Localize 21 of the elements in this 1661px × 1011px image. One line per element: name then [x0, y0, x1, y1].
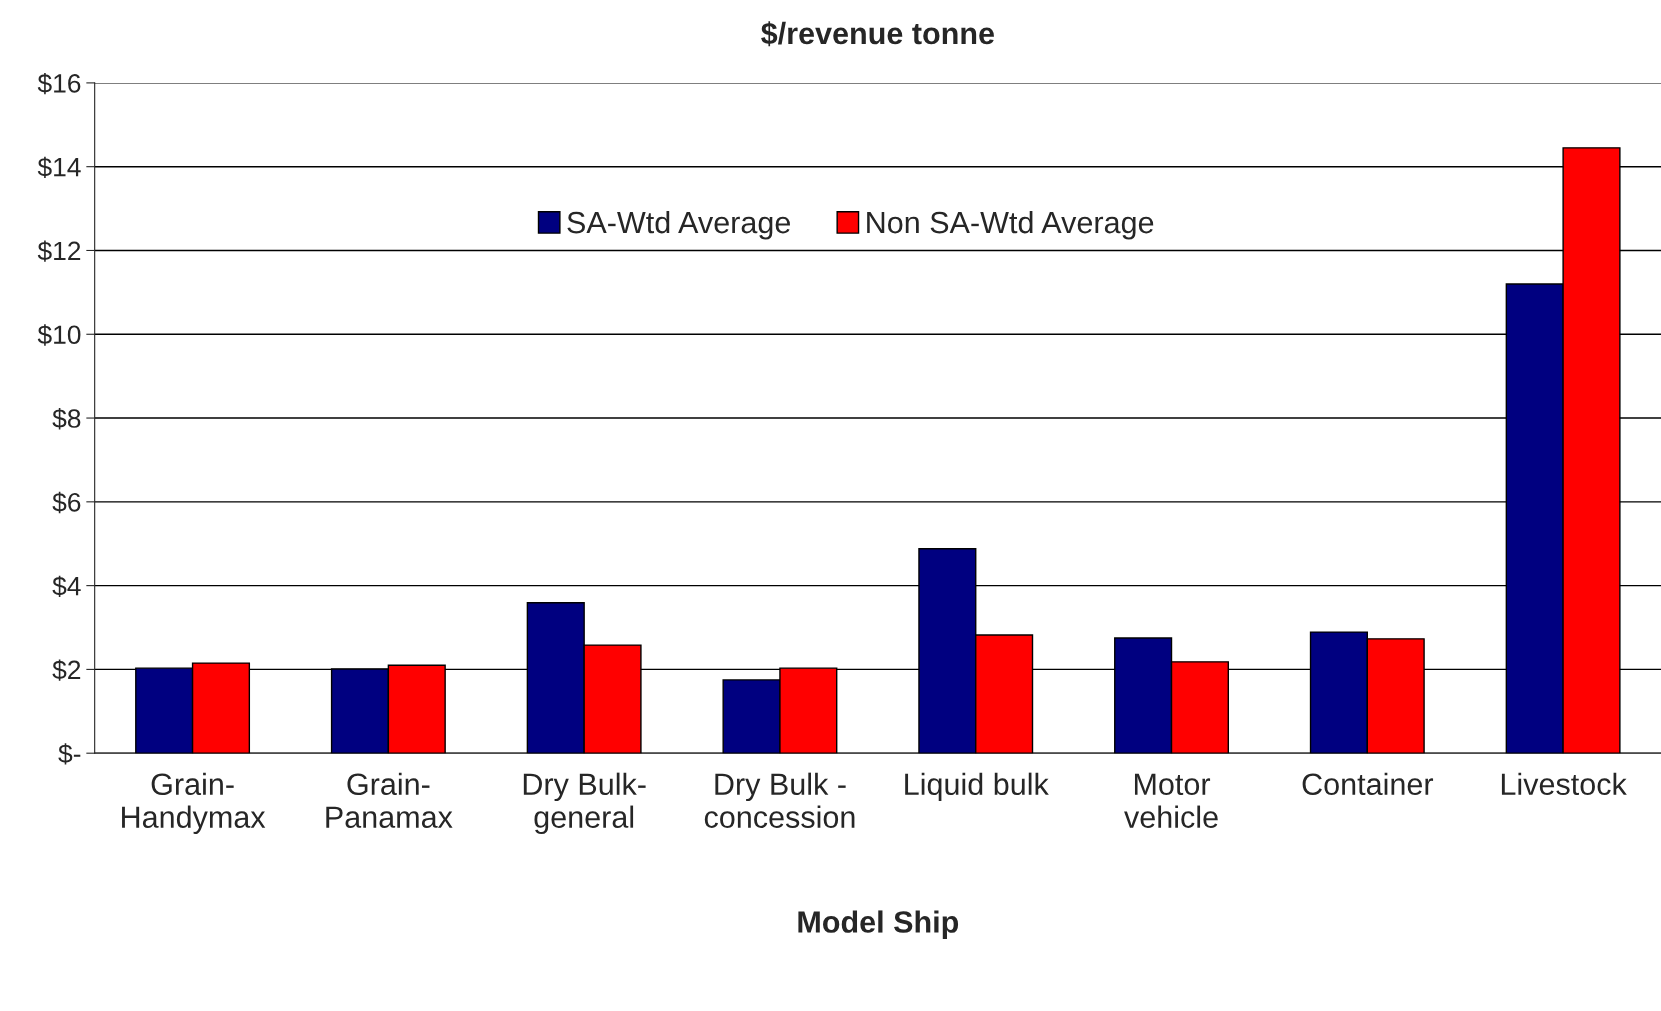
x-tick-label: Grain- Panamax — [326, 772, 453, 828]
y-tick-label: $16 — [37, 72, 81, 95]
y-tick-label: $2 — [52, 659, 81, 681]
x-tick-label: Dry Bulk - concession — [704, 772, 855, 828]
y-tick-label: $12 — [37, 240, 81, 262]
y-tick-label: $- — [58, 743, 81, 765]
x-tick-label: Livestock — [1501, 772, 1627, 796]
x-tick-label: Liquid bulk — [905, 772, 1049, 802]
legend-label: SA-Wtd Average — [567, 210, 790, 240]
legend-label: Non SA-Wtd Average — [867, 210, 1154, 240]
x-tick-label: Motor vehicle — [1124, 773, 1218, 828]
x-tick-label: Grain- Handymax — [122, 772, 266, 835]
y-tick-label: $6 — [52, 491, 81, 514]
x-tick-label: Dry Bulk- general — [523, 772, 646, 835]
x-tick-label: Container — [1302, 772, 1434, 796]
y-tick-label: $14 — [37, 156, 81, 179]
y-tick-label: $8 — [52, 408, 81, 430]
x-axis-title: Model Ship — [798, 910, 959, 939]
chart-title: $/revenue tonne — [761, 21, 994, 47]
y-tick-label: $4 — [52, 575, 81, 598]
y-tick-label: $10 — [37, 324, 81, 346]
